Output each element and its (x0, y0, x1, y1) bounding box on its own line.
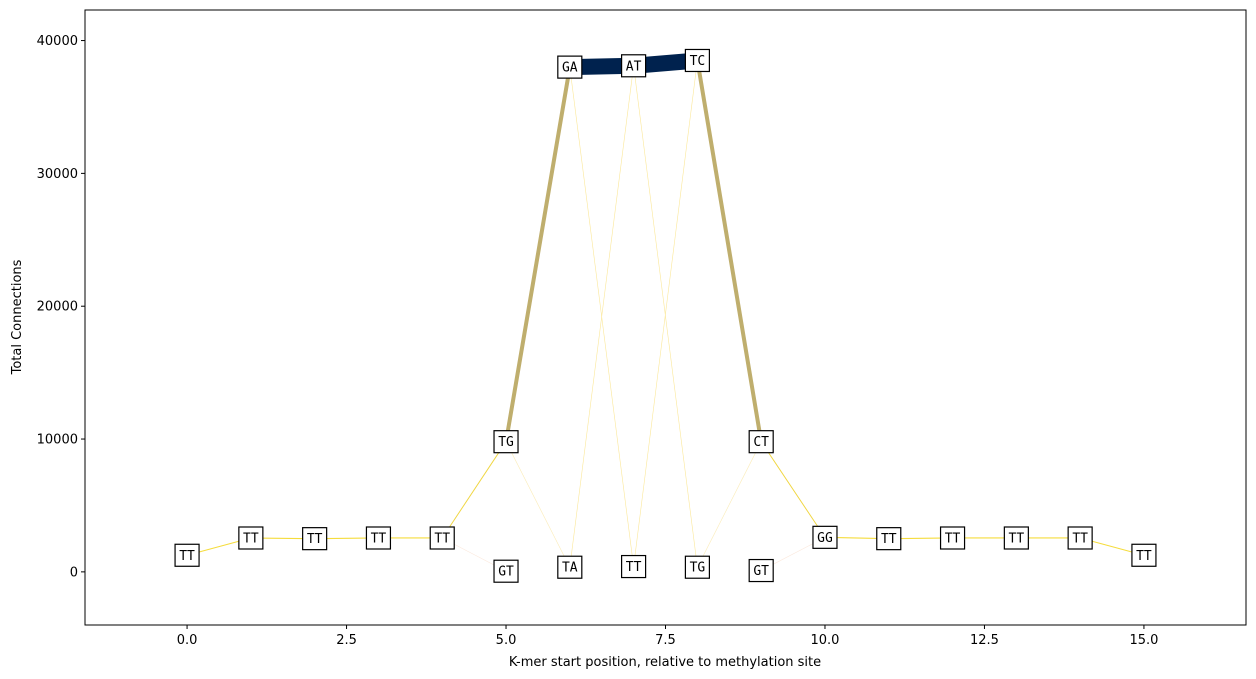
x-tick-label: 0.0 (177, 633, 198, 648)
node-n13: TT (1003, 526, 1029, 550)
node-label: AT (626, 59, 642, 74)
x-tick-label: 15.0 (1129, 633, 1158, 648)
node-box (493, 430, 519, 454)
edge-n8b-n9a (697, 441, 762, 568)
node-box (939, 526, 966, 550)
x-tick-label: 2.5 (336, 633, 357, 648)
node-box (429, 526, 455, 550)
node-n3: TT (365, 526, 392, 550)
node-n12: TT (939, 526, 966, 550)
edge-n9a-n10 (760, 441, 826, 538)
node-box (557, 55, 583, 79)
node-box (238, 526, 264, 550)
node-n7a: AT (621, 54, 647, 78)
node-box (684, 555, 710, 579)
edge-n7a-n8b (633, 65, 698, 568)
node-n14: TT (1067, 526, 1093, 550)
edge-n8a-n9a (695, 60, 764, 443)
node-label: GT (498, 565, 514, 580)
node-box (1131, 543, 1157, 567)
node-n6a: GA (557, 55, 583, 79)
y-tick-label: 40000 (37, 34, 78, 49)
node-label: TG (498, 435, 514, 450)
node-label: TT (179, 549, 195, 564)
node-label: TT (881, 532, 897, 547)
node-box (748, 430, 774, 454)
node-box (1067, 526, 1093, 550)
y-axis-label: Total Connections (10, 259, 25, 375)
node-label: TA (562, 561, 578, 576)
node-box (621, 54, 647, 78)
y-tick-label: 10000 (37, 433, 78, 448)
node-n1: TT (238, 526, 264, 550)
y-tick-label: 20000 (37, 300, 78, 315)
node-box (1003, 526, 1029, 550)
node-n11: TT (876, 527, 902, 551)
node-label: GA (562, 61, 578, 76)
node-box (748, 558, 774, 583)
node-n0: TT (174, 543, 200, 567)
node-label: TT (1136, 549, 1152, 564)
y-axis: 0 10000 20000 30000 40000 (37, 34, 85, 580)
y-tick-label: 30000 (37, 167, 78, 182)
node-box (493, 559, 519, 583)
node-n4: TT (429, 526, 455, 550)
node-label: TT (307, 532, 323, 547)
edge-n7b-n8a (633, 60, 698, 567)
node-label: TT (626, 560, 642, 575)
edge-n5a-n6b (505, 441, 571, 568)
node-box (876, 527, 902, 551)
node-label: TT (945, 531, 961, 546)
node-label: TT (243, 531, 259, 546)
x-tick-label: 7.5 (655, 633, 676, 648)
x-tick-label: 12.5 (970, 633, 999, 648)
node-n7b: TT (621, 554, 647, 579)
x-axis-label: K-mer start position, relative to methyl… (509, 655, 821, 670)
node-n15: TT (1131, 543, 1157, 567)
node-label: TT (1072, 531, 1088, 546)
x-tick-label: 5.0 (496, 633, 517, 648)
edge-n5a-n6a (504, 66, 572, 443)
node-n9a: CT (748, 430, 774, 454)
nodes-layer: TT TT TT TT TT TG GT GA TA AT TT TC TG CT GT GG TT TT TT TT… (174, 48, 1157, 583)
node-box (302, 527, 328, 551)
node-label: TT (371, 531, 387, 546)
node-n5b: GT (493, 559, 519, 583)
node-n2: TT (302, 527, 328, 551)
node-n5a: TG (493, 430, 519, 454)
node-label: GG (817, 531, 833, 546)
node-box (557, 555, 583, 579)
node-label: GT (753, 564, 769, 579)
x-tick-label: 10.0 (811, 633, 840, 648)
node-box (812, 525, 838, 549)
node-n9b: GT (748, 558, 774, 583)
node-label: CT (753, 435, 769, 450)
y-tick-label: 0 (70, 565, 78, 580)
node-label: TT (1009, 531, 1025, 546)
node-n8b: TG (684, 555, 710, 579)
edge-n4-n5a (441, 441, 507, 539)
edge-n6b-n7a (569, 65, 634, 568)
node-box (365, 526, 392, 550)
node-box (684, 48, 710, 73)
node-label: TG (690, 561, 706, 576)
node-box (621, 554, 647, 579)
node-n10: GG (812, 525, 838, 549)
node-label: TT (434, 531, 450, 546)
node-label: TC (690, 54, 706, 69)
x-axis: 0.0 2.5 5.0 7.5 10.0 12.5 15.0 (177, 625, 1158, 648)
node-n6b: TA (557, 555, 583, 579)
node-n8a: TC (684, 48, 710, 73)
node-box (174, 543, 200, 567)
